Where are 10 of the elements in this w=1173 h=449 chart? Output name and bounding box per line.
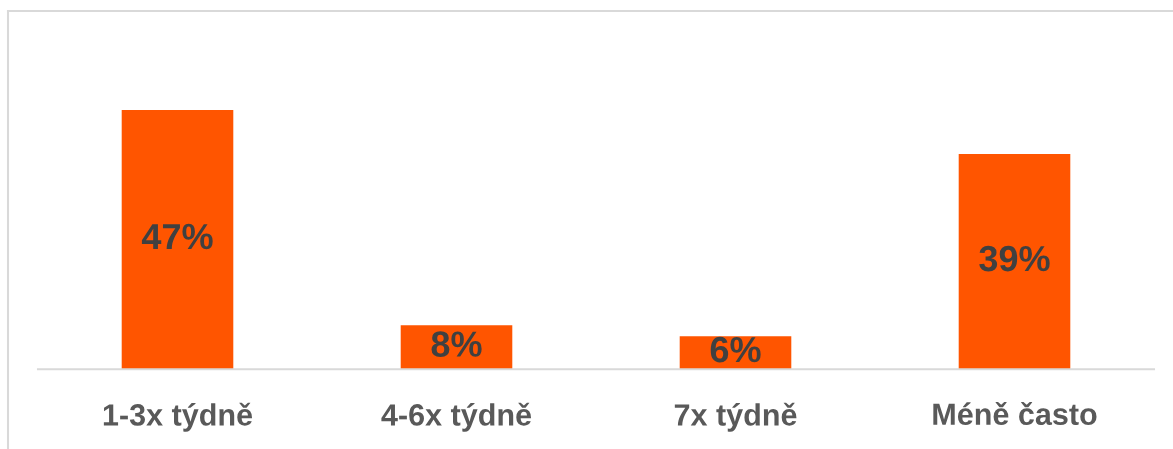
data-label: 6% [710, 336, 761, 363]
x-tick-label: Méně často [933, 401, 1097, 426]
bar [121, 109, 234, 370]
data-label: 8% [431, 331, 482, 357]
x-tick-label: 4-6x týdně [381, 402, 532, 432]
data-label: 39% [979, 245, 1050, 272]
bar [958, 154, 1071, 370]
x-tick-label: 1-3x týdně [103, 402, 253, 432]
x-tick-label: 7x týdně [674, 402, 797, 432]
data-label: 47% [141, 223, 213, 250]
